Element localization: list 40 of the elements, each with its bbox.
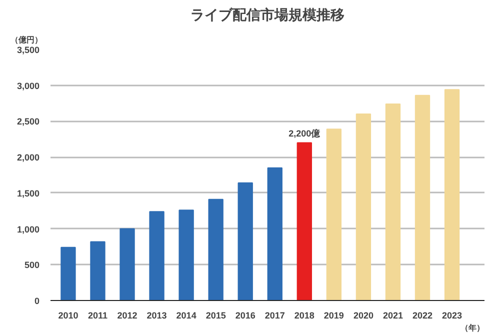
y-tick-label: 1,000 [16,224,40,234]
x-tick-label: 2021 [382,310,403,320]
x-tick-label: 2016 [235,310,256,320]
bar [60,246,76,300]
bar [90,241,106,300]
x-tick-label: 2017 [264,310,285,320]
x-tick-label: 2019 [324,310,344,320]
x-tick-label: 2013 [146,310,167,320]
y-tick-label: 500 [24,260,40,270]
y-tick-label: 2,500 [16,116,40,127]
y-tick-label: 1,500 [16,188,40,198]
bar [267,167,282,300]
annotation: 2,200億 [288,128,322,139]
x-tick-label: 2012 [117,310,138,320]
bar [178,210,194,300]
x-tick-label: 2014 [176,310,196,320]
bar [414,94,430,300]
x-tick-label: 2023 [442,310,462,320]
x-axis-title: （年） [460,324,484,332]
bar [149,211,164,300]
x-tick-label: 2011 [88,310,108,320]
x-tick-label: 2015 [206,310,226,320]
y-tick-label: 3,500 [16,45,40,55]
y-tick-label: 2,000 [16,152,40,163]
bar [208,198,224,300]
bar [238,182,253,300]
bar [444,89,460,300]
x-tick-label: 2022 [412,310,433,320]
bar [356,114,372,300]
y-tick-label: 0 [34,296,40,306]
bar [385,104,401,300]
bar [296,142,312,300]
y-axis-title: （億円） [10,36,42,44]
x-tick-label: 2010 [58,310,78,320]
bar [120,228,135,300]
y-tick-label: 3,000 [16,80,40,91]
x-tick-label: 2020 [353,310,374,320]
chart-title: ライブ配信市場規模推移 [190,6,344,24]
bar [326,128,342,300]
x-tick-label: 2018 [294,310,314,320]
